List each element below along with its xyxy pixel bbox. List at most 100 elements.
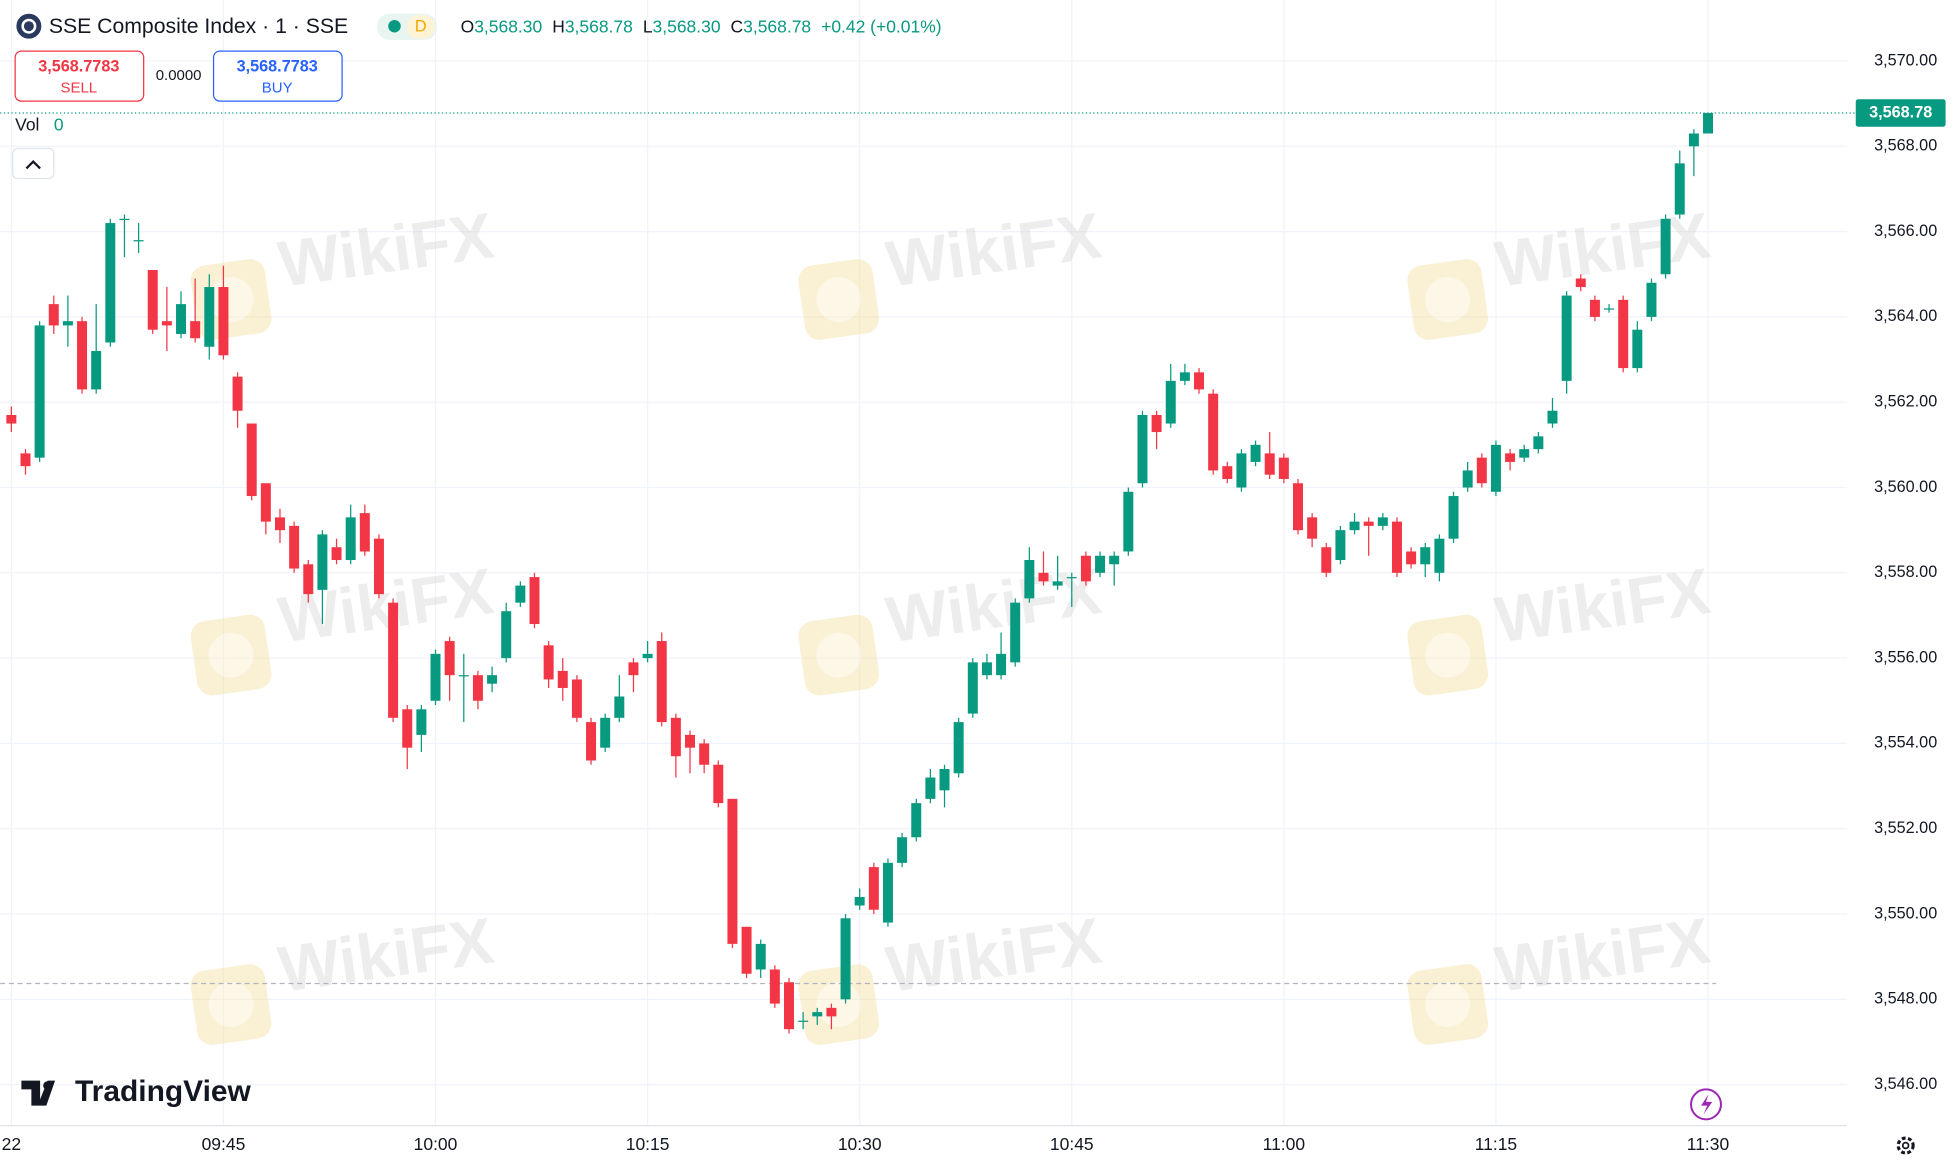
y-tick-label: 3,554.00	[1874, 734, 1937, 752]
candle-body	[91, 351, 102, 390]
candle-body	[458, 675, 469, 677]
candle-body	[642, 653, 653, 659]
grid	[0, 0, 1848, 1127]
candle-body	[487, 675, 498, 684]
candle-body	[755, 943, 766, 970]
candle-body	[1095, 555, 1106, 573]
candle-body	[1194, 372, 1205, 390]
candle-body	[1109, 555, 1120, 565]
candle-body	[699, 743, 710, 765]
candle-body	[515, 585, 526, 603]
badge-bg	[406, 14, 435, 39]
y-tick-label: 3,556.00	[1874, 648, 1937, 666]
watermark-icon-inner	[1425, 277, 1471, 322]
candle-body	[1703, 113, 1714, 134]
candle-body	[911, 803, 922, 838]
last-price-label: 3,568.78	[1869, 103, 1932, 121]
candle-body	[430, 653, 441, 701]
candle-body	[670, 717, 681, 757]
candle-body	[1391, 521, 1402, 573]
ohlc-value: 3,568.78	[565, 16, 633, 36]
watermark-icon-inner	[816, 632, 862, 678]
ohlc-value: 3,568.30	[653, 16, 721, 36]
candle-body	[416, 709, 427, 735]
candle-body	[783, 982, 794, 1030]
symbol-title[interactable]: SSE Composite Index · 1 · SSE	[49, 15, 348, 38]
watermark-icon	[190, 614, 272, 696]
symbol-logo-inner	[21, 18, 37, 34]
brand-name: TradingView	[75, 1075, 252, 1108]
candle-body	[1561, 295, 1572, 381]
buy-button[interactable]	[212, 50, 343, 102]
last-price-badge	[1855, 99, 1946, 127]
candle-body	[600, 717, 611, 748]
candle-body	[557, 670, 568, 688]
candle-body	[854, 896, 865, 906]
ohlc-prefix: O	[461, 16, 475, 36]
candle-body	[713, 764, 724, 804]
candle-body	[939, 769, 950, 791]
watermark-icon	[1407, 964, 1489, 1045]
watermark-icon	[1407, 259, 1489, 340]
candle-body	[6, 414, 17, 424]
candle-body	[147, 269, 158, 330]
candle-body	[1674, 163, 1685, 215]
candle-body	[727, 798, 738, 944]
candle-body	[1165, 380, 1176, 424]
candle-body	[1264, 453, 1275, 475]
watermark-icon	[798, 964, 880, 1045]
lightning-button[interactable]	[1690, 1088, 1722, 1121]
candle-body	[840, 918, 851, 1000]
candle-body	[176, 304, 187, 334]
candle-body	[1335, 530, 1346, 561]
candle-body	[586, 722, 597, 761]
volume-label: Vol	[15, 115, 39, 135]
watermark-icon-inner	[816, 277, 862, 322]
candle-body	[1420, 547, 1431, 565]
candle-body	[769, 969, 780, 1004]
y-tick-label: 3,564.00	[1874, 307, 1937, 325]
candle-body	[1222, 466, 1233, 479]
candle-body	[1080, 555, 1091, 582]
candle-body	[1363, 521, 1374, 526]
candle-body	[133, 240, 144, 242]
candle-body	[1321, 547, 1332, 573]
settings-button[interactable]	[1896, 1136, 1915, 1155]
candle-body	[1476, 457, 1487, 484]
collapse-button[interactable]	[12, 147, 55, 180]
y-tick-label: 3,546.00	[1874, 1075, 1937, 1093]
candle-body	[798, 1020, 809, 1022]
candle-body	[303, 564, 314, 595]
x-tick-label: 10:00	[414, 1134, 458, 1154]
candle-body	[1293, 483, 1303, 531]
candle-body	[1660, 218, 1671, 275]
candle-body	[996, 653, 1007, 676]
spread: 0.0000	[156, 67, 202, 84]
candle-body	[472, 675, 483, 701]
candle-body	[1490, 444, 1501, 492]
candle-body	[981, 662, 992, 676]
candle-body	[1589, 299, 1600, 317]
watermark-icon	[798, 614, 880, 696]
candle-body	[1208, 393, 1219, 471]
candle-body	[1533, 436, 1544, 450]
candle-body	[967, 662, 978, 714]
status-badge-text: D	[415, 18, 427, 36]
candle-body	[161, 321, 172, 326]
candle-body	[868, 867, 879, 910]
candle-body	[1052, 581, 1063, 586]
candle-body	[1434, 538, 1445, 573]
candle-body	[628, 662, 639, 676]
candle-body	[614, 696, 625, 718]
candle-body	[388, 602, 399, 718]
candle-body	[925, 777, 936, 799]
y-tick-label: 3,550.00	[1874, 904, 1937, 922]
candle-body	[501, 611, 512, 659]
ohlc-prefix: H	[552, 16, 565, 36]
ohlc-value: 3,568.30	[474, 16, 542, 36]
ohlc-legend: O3,568.30 H3,568.78 L3,568.30 C3,568.78 +0.4…	[461, 16, 942, 36]
candle-body	[1250, 444, 1261, 462]
candle-body	[1151, 414, 1162, 433]
sell-button[interactable]	[14, 50, 145, 102]
